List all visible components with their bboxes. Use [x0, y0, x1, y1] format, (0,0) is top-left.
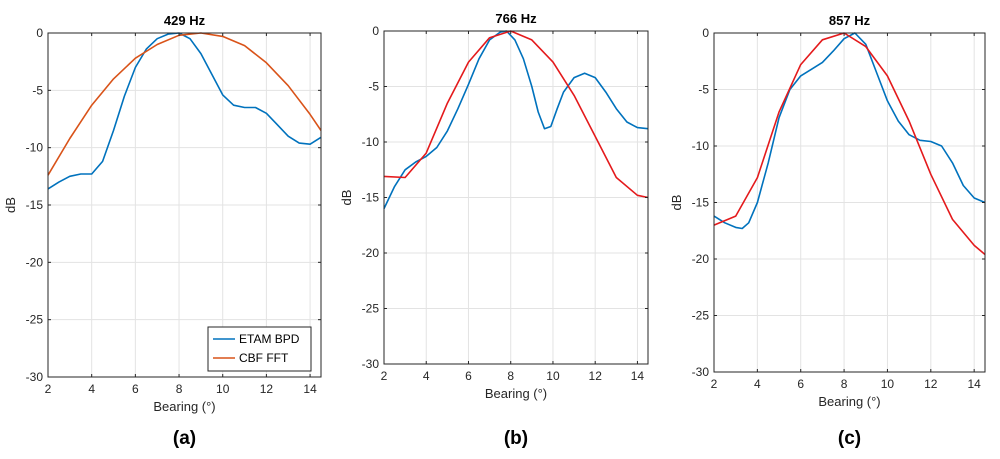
legend-box	[207, 326, 312, 372]
y-tick-label: 0	[702, 26, 709, 40]
series-line-2	[713, 32, 986, 256]
chart-title: 857 Hz	[829, 13, 871, 28]
x-tick-label: 14	[631, 369, 645, 383]
x-tick-label: 12	[260, 382, 274, 396]
x-tick-label: 12	[924, 377, 938, 391]
x-tick-label: 2	[381, 369, 388, 383]
x-tick-label: 12	[589, 369, 603, 383]
panel-caption: (a)	[173, 428, 196, 449]
legend: ETAM BPD CBF FFT	[207, 326, 312, 372]
x-tick-label: 6	[797, 377, 804, 391]
x-tick-label: 14	[303, 382, 317, 396]
y-tick-label: -20	[362, 246, 380, 260]
legend-entry: CBF FFT	[239, 351, 289, 365]
y-tick-label: 0	[36, 26, 43, 40]
y-tick-label: -25	[692, 309, 710, 323]
x-tick-label: 10	[881, 377, 895, 391]
x-tick-label: 6	[465, 369, 472, 383]
series-line-1	[383, 30, 649, 209]
y-tick-label: -10	[26, 141, 44, 155]
y-tick-label: -20	[692, 252, 710, 266]
x-tick-label: 4	[88, 382, 95, 396]
y-tick-label: 0	[372, 24, 379, 38]
x-tick-label: 10	[216, 382, 230, 396]
chart-title: 429 Hz	[164, 13, 206, 28]
y-tick-label: -15	[362, 191, 380, 205]
x-axis-label: Bearing (°)	[485, 386, 547, 401]
x-tick-label: 6	[132, 382, 139, 396]
y-tick-label: -15	[692, 196, 710, 210]
y-axis-label: dB	[669, 195, 684, 211]
series-line-1	[47, 32, 322, 190]
y-tick-label: -30	[26, 370, 44, 384]
y-axis-label: dB	[3, 197, 18, 213]
series-line-1	[713, 32, 986, 230]
y-tick-label: -15	[26, 198, 44, 212]
panel-caption: (c)	[838, 428, 861, 449]
x-tick-label: 8	[176, 382, 183, 396]
chart-panel-b: 2 4 6 8 10 12 14 0 -5 -10 -15 -20 -25 -30 766 Hz Bearin…	[339, 11, 649, 449]
y-tick-label: -30	[692, 365, 710, 379]
x-tick-label: 10	[546, 369, 560, 383]
x-axis-label: Bearing (°)	[153, 399, 215, 414]
x-tick-label: 2	[45, 382, 52, 396]
series-line-2	[47, 32, 322, 176]
legend-entry: ETAM BPD	[239, 332, 300, 346]
x-tick-label: 8	[507, 369, 514, 383]
y-tick-label: -5	[368, 80, 379, 94]
y-tick-label: -10	[692, 139, 710, 153]
x-tick-label: 8	[841, 377, 848, 391]
chart-panel-a: 2 4 6 8 10 12 14 0 -5 -10 -15 -20 -25 -30 429 Hz Bearin…	[3, 13, 322, 449]
chart-panel-c: 2 4 6 8 10 12 14 0 -5 -10 -15 -20 -25 -30 857 Hz Bearin…	[669, 13, 986, 449]
y-axis-label: dB	[339, 190, 354, 206]
x-axis-label: Bearing (°)	[818, 394, 880, 409]
y-tick-label: -5	[698, 83, 709, 97]
y-tick-label: -10	[362, 135, 380, 149]
panel-caption: (b)	[504, 428, 528, 449]
y-tick-label: -20	[26, 255, 44, 269]
x-tick-label: 14	[967, 377, 981, 391]
x-tick-label: 4	[754, 377, 761, 391]
y-tick-label: -30	[362, 357, 380, 371]
y-tick-label: -5	[32, 83, 43, 97]
y-tick-label: -25	[26, 313, 44, 327]
x-tick-label: 2	[711, 377, 718, 391]
chart-title: 766 Hz	[495, 11, 537, 26]
x-tick-label: 4	[423, 369, 430, 383]
series-line-2	[383, 30, 649, 199]
y-tick-label: -25	[362, 302, 380, 316]
